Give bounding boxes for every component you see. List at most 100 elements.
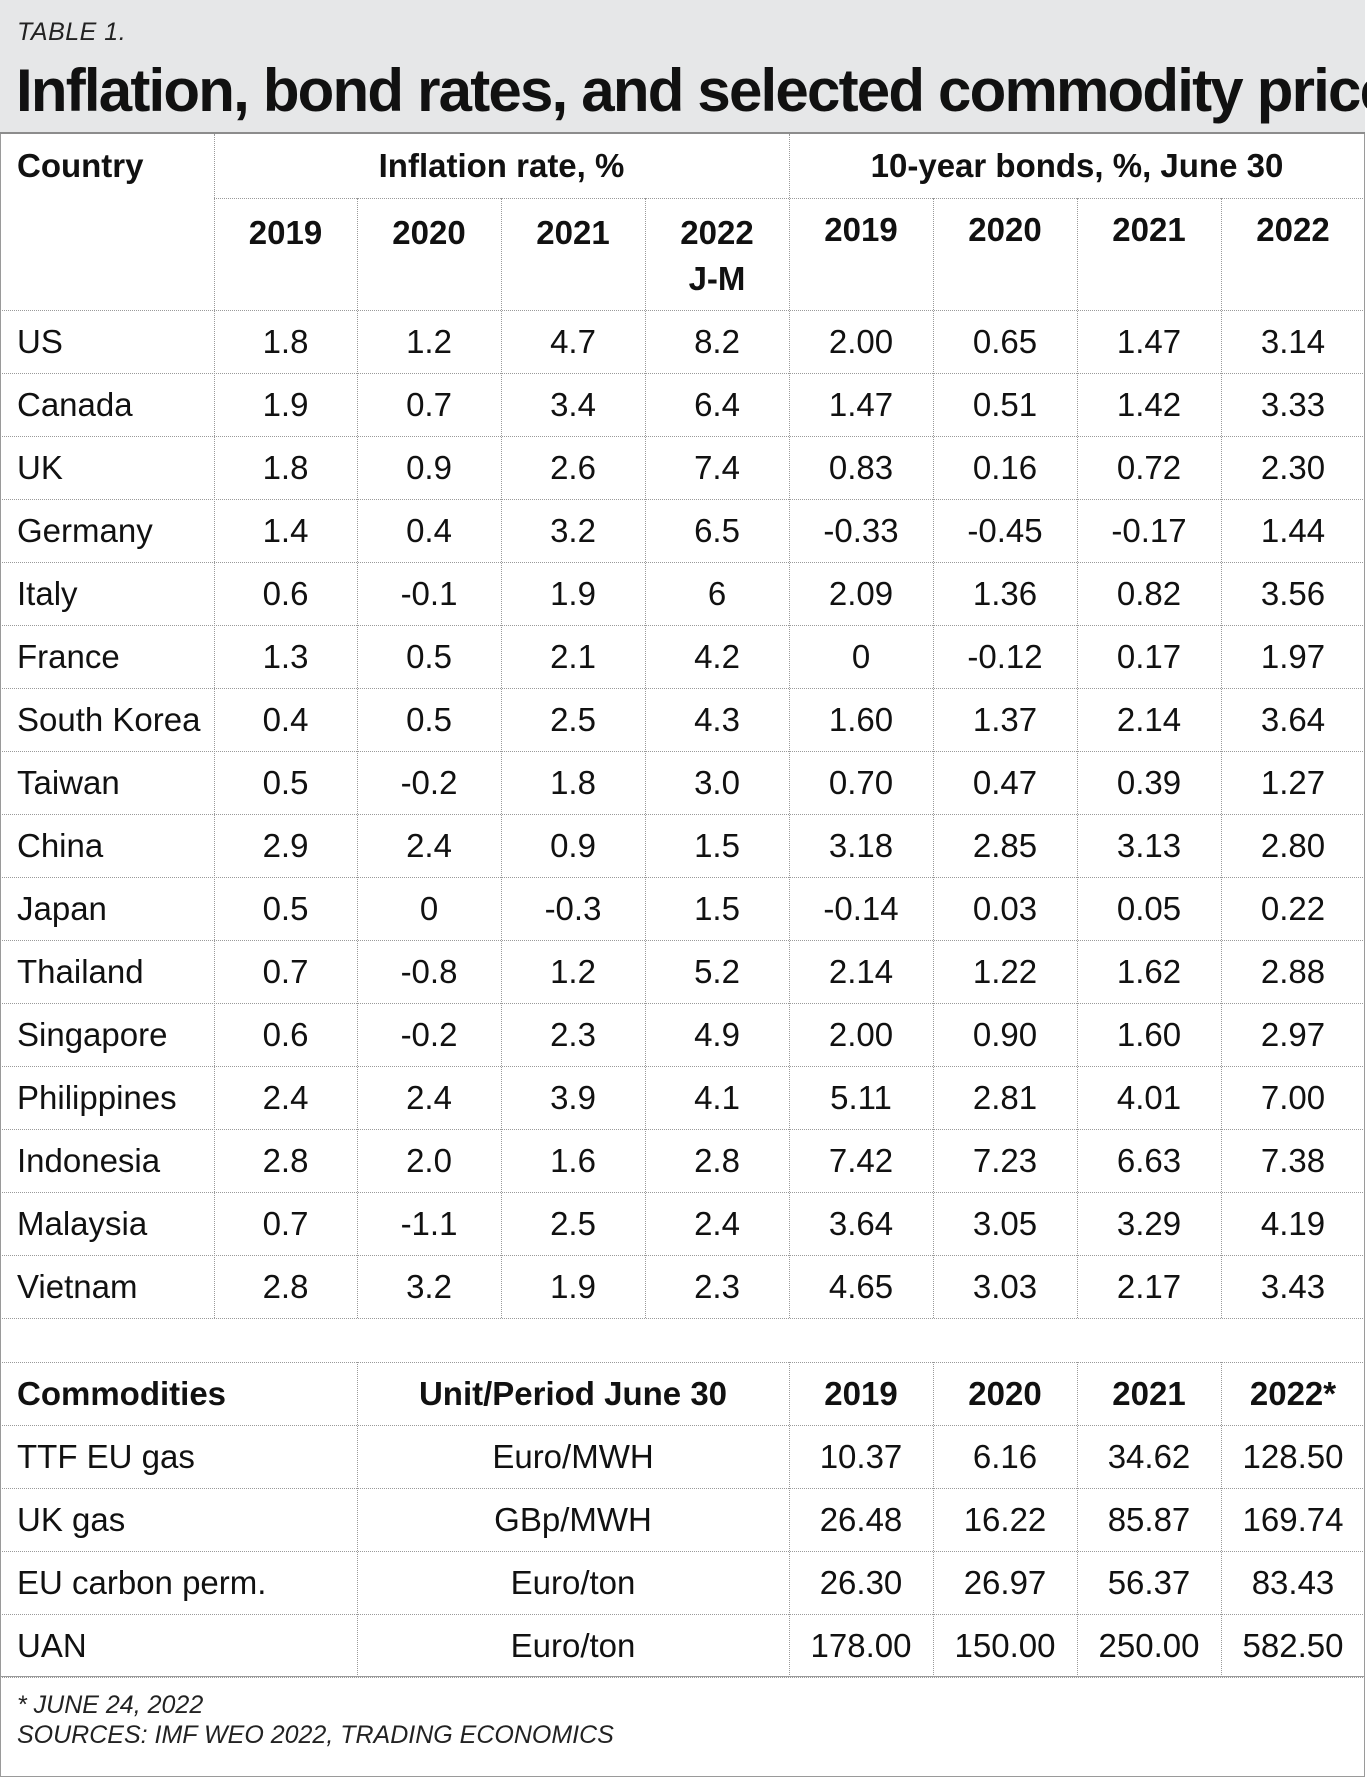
table-cell: 26.30 xyxy=(819,1564,903,1601)
column-divider xyxy=(1077,198,1078,1318)
table-cell: 10.37 xyxy=(819,1438,903,1475)
country-name: Philippines xyxy=(17,1079,177,1116)
table-cell: 1.9 xyxy=(262,386,309,423)
table-cell: 3.13 xyxy=(1116,827,1182,864)
country-header: Country xyxy=(17,147,144,184)
table-cell: 4.01 xyxy=(1116,1079,1182,1116)
commodity-name: EU carbon perm. xyxy=(17,1564,267,1601)
table-cell: 0 xyxy=(851,638,871,675)
table-cell: 6.16 xyxy=(972,1438,1038,1475)
table-cell: 4.7 xyxy=(550,323,596,360)
country-name: Canada xyxy=(17,386,133,423)
commodity-name: UK gas xyxy=(17,1501,126,1538)
table-cell: -0.8 xyxy=(400,953,458,990)
table-cell: -0.33 xyxy=(823,512,899,549)
table-cell: 1.8 xyxy=(262,449,309,486)
table-cell: 2.00 xyxy=(828,1016,894,1053)
country-name: Vietnam xyxy=(17,1268,138,1305)
table-cell: 2.5 xyxy=(550,1205,596,1242)
table-cell: 0.70 xyxy=(828,764,894,801)
table-cell: 0.47 xyxy=(972,764,1038,801)
row-divider xyxy=(0,1192,1365,1193)
table-cell: 2.00 xyxy=(828,323,894,360)
table-cell: 1.60 xyxy=(828,701,894,738)
table-cell: 6 xyxy=(707,575,727,612)
table-cell: 1.60 xyxy=(1116,1016,1182,1053)
table-cell: 2.14 xyxy=(1116,701,1182,738)
row-divider xyxy=(0,436,1365,437)
table-cell: 1.62 xyxy=(1116,953,1182,990)
table-cell: -0.12 xyxy=(967,638,1043,675)
row-divider xyxy=(0,1318,1365,1319)
table-cell: 0.51 xyxy=(972,386,1038,423)
commodity-year-header: 2022* xyxy=(1249,1375,1337,1412)
table-cell: 83.43 xyxy=(1251,1564,1335,1601)
table-cell: 2.8 xyxy=(694,1142,740,1179)
table-cell: 7.23 xyxy=(972,1142,1038,1179)
commodity-unit: Euro/ton xyxy=(510,1564,636,1601)
table-cell: 0.65 xyxy=(972,323,1038,360)
table-cell: 1.42 xyxy=(1116,386,1182,423)
bond-year-header: 2019 xyxy=(824,211,898,248)
table-cell: -0.2 xyxy=(400,764,458,801)
commodities-header: Commodities xyxy=(17,1375,227,1412)
table-cell: -0.3 xyxy=(544,890,602,927)
column-divider xyxy=(645,198,646,1318)
row-divider xyxy=(0,499,1365,500)
row-divider xyxy=(0,814,1365,815)
row-divider xyxy=(0,1066,1365,1067)
table-cell: 3.64 xyxy=(828,1205,894,1242)
table-cell: 0.7 xyxy=(262,1205,309,1242)
table-cell: 2.30 xyxy=(1260,449,1326,486)
bond-year-header: 2021 xyxy=(1112,211,1186,248)
row-divider xyxy=(0,1551,1365,1552)
table-label: TABLE 1. xyxy=(17,18,127,46)
row-divider xyxy=(0,877,1365,878)
table-cell: 2.0 xyxy=(406,1142,452,1179)
table-cell: 2.8 xyxy=(262,1142,309,1179)
table-cell: 1.8 xyxy=(262,323,309,360)
table-cell: 2.4 xyxy=(694,1205,740,1242)
column-divider xyxy=(501,198,502,1318)
table-cell: 2.09 xyxy=(828,575,894,612)
table-cell: 2.4 xyxy=(406,1079,452,1116)
table-cell: 1.47 xyxy=(828,386,894,423)
table-cell: 0.5 xyxy=(406,701,452,738)
table-cell: 0.16 xyxy=(972,449,1038,486)
table-cell: 1.3 xyxy=(262,638,309,675)
table-cell: 1.4 xyxy=(262,512,309,549)
column-divider xyxy=(933,1362,934,1677)
row-divider xyxy=(0,1255,1365,1256)
table-cell: 1.2 xyxy=(550,953,596,990)
table-cell: 150.00 xyxy=(954,1627,1056,1664)
table-cell: 3.9 xyxy=(550,1079,596,1116)
table-cell: 2.80 xyxy=(1260,827,1326,864)
commodity-unit: Euro/MWH xyxy=(492,1438,654,1475)
table-cell: 2.4 xyxy=(406,827,452,864)
table-cell: 5.11 xyxy=(830,1079,892,1116)
table-cell: 4.3 xyxy=(694,701,740,738)
footnote-date: * JUNE 24, 2022 xyxy=(17,1691,204,1719)
commodity-year-header: 2020 xyxy=(968,1375,1042,1412)
table-cell: 169.74 xyxy=(1242,1501,1344,1538)
table-cell: 16.22 xyxy=(963,1501,1047,1538)
table-cell: 0.7 xyxy=(406,386,452,423)
column-divider xyxy=(1077,1362,1078,1677)
table-cell: 2.1 xyxy=(550,638,596,675)
inflation-year-header: 2019 xyxy=(248,214,323,251)
table-cell: 128.50 xyxy=(1242,1438,1344,1475)
column-divider xyxy=(933,198,934,1318)
table-cell: 1.6 xyxy=(550,1142,596,1179)
table-cell: 1.5 xyxy=(694,890,740,927)
table-cell: 26.97 xyxy=(963,1564,1047,1601)
table-cell: 0.39 xyxy=(1116,764,1182,801)
country-name: South Korea xyxy=(17,701,201,738)
table-cell: 0.72 xyxy=(1116,449,1182,486)
row-divider xyxy=(0,1003,1365,1004)
table-cell: 3.33 xyxy=(1260,386,1326,423)
inflation-year-header: 2022 J-M xyxy=(680,214,754,297)
commodity-name: UAN xyxy=(17,1627,87,1664)
inflation-year-header: 2021 xyxy=(536,214,610,251)
table-cell: 3.05 xyxy=(972,1205,1038,1242)
table-cell: 3.03 xyxy=(972,1268,1038,1305)
